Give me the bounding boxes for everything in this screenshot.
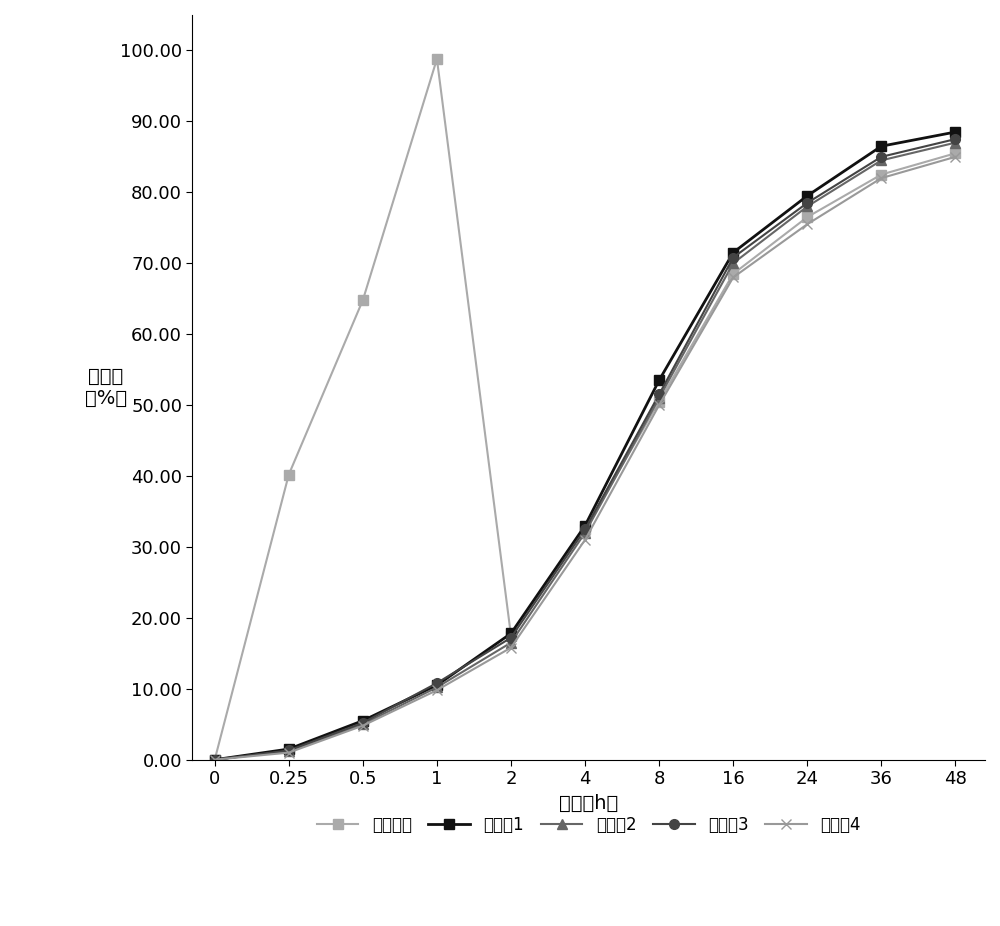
Y-axis label: 释放度
（%）: 释放度 （%） [85, 367, 127, 407]
实施例3 [505, 632, 517, 644]
实施例4 [653, 399, 665, 410]
泰万菌素 [949, 148, 961, 159]
实施例3 [727, 252, 739, 263]
实施例1 [431, 680, 443, 691]
实施例1 [727, 247, 739, 258]
实施例1 [875, 141, 887, 152]
泰万菌素 [431, 54, 443, 65]
实施例3 [579, 523, 591, 534]
泰万菌素 [653, 396, 665, 407]
X-axis label: 时间（h）: 时间（h） [559, 794, 618, 813]
Line: 实施例4: 实施例4 [210, 152, 960, 765]
实施例2 [357, 719, 369, 730]
实施例2 [579, 527, 591, 538]
泰万菌素 [505, 630, 517, 641]
泰万菌素 [801, 211, 813, 222]
实施例1 [579, 520, 591, 532]
实施例3 [357, 718, 369, 729]
实施例4 [875, 172, 887, 183]
实施例2 [431, 682, 443, 693]
实施例1 [653, 375, 665, 386]
实施例2 [209, 754, 221, 765]
Line: 泰万菌素: 泰万菌素 [210, 54, 960, 765]
实施例3 [875, 151, 887, 162]
Line: 实施例2: 实施例2 [210, 138, 960, 765]
实施例1 [949, 127, 961, 138]
实施例4 [283, 747, 295, 758]
实施例2 [283, 745, 295, 757]
实施例4 [579, 534, 591, 545]
实施例2 [875, 155, 887, 166]
泰万菌素 [579, 523, 591, 534]
实施例3 [283, 745, 295, 756]
泰万菌素 [209, 754, 221, 765]
实施例1 [801, 191, 813, 202]
实施例4 [505, 642, 517, 653]
实施例3 [209, 754, 221, 765]
实施例1 [283, 744, 295, 755]
实施例3 [801, 197, 813, 208]
实施例4 [949, 151, 961, 162]
泰万菌素 [357, 294, 369, 306]
实施例2 [727, 257, 739, 269]
实施例2 [949, 137, 961, 148]
实施例3 [949, 133, 961, 144]
实施例2 [801, 201, 813, 212]
实施例3 [431, 678, 443, 689]
实施例4 [801, 219, 813, 230]
实施例1 [357, 715, 369, 726]
实施例2 [505, 637, 517, 648]
Legend: 泰万菌素, 实施例1, 实施例2, 实施例3, 实施例4: 泰万菌素, 实施例1, 实施例2, 实施例3, 实施例4 [310, 809, 867, 841]
实施例4 [727, 272, 739, 283]
实施例4 [431, 684, 443, 695]
实施例3 [653, 389, 665, 400]
实施例1 [505, 628, 517, 639]
实施例4 [357, 720, 369, 732]
泰万菌素 [875, 169, 887, 181]
实施例1 [209, 754, 221, 765]
泰万菌素 [727, 269, 739, 280]
实施例2 [653, 393, 665, 404]
实施例4 [209, 754, 221, 765]
泰万菌素 [283, 469, 295, 481]
Line: 实施例3: 实施例3 [210, 134, 960, 765]
Line: 实施例1: 实施例1 [210, 127, 960, 765]
